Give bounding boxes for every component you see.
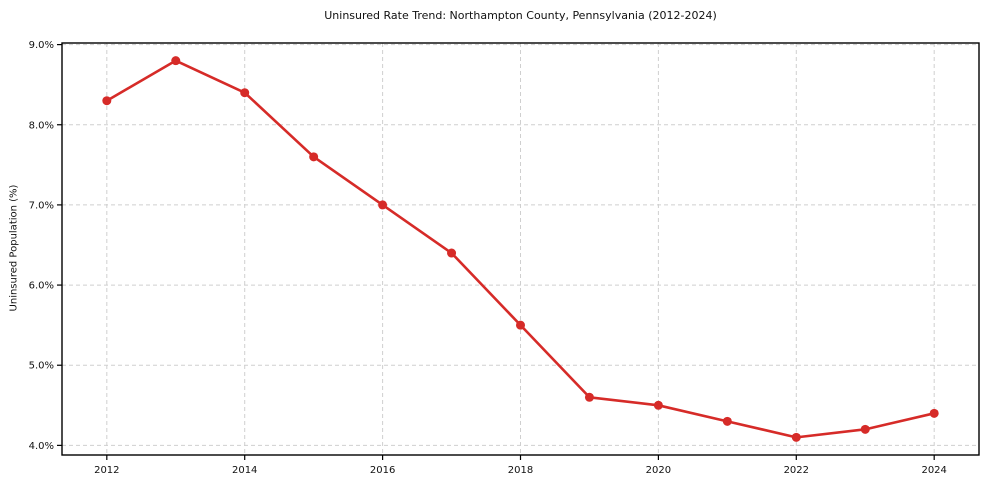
x-tick-label: 2024 (921, 465, 946, 476)
data-point (791, 432, 801, 442)
y-tick-label: 7.0% (29, 200, 54, 211)
x-tick-label: 2022 (784, 465, 809, 476)
data-point (722, 416, 732, 426)
data-point (309, 152, 319, 162)
plot-frame (61, 42, 980, 456)
data-point (240, 88, 250, 98)
x-tick-label: 2018 (508, 465, 533, 476)
chart-title: Uninsured Rate Trend: Northampton County… (324, 9, 717, 22)
data-point (102, 96, 112, 106)
data-point (653, 400, 663, 410)
data-point (378, 200, 388, 210)
y-tick-label: 9.0% (29, 40, 54, 51)
data-point (171, 56, 181, 66)
x-tick-label: 2012 (94, 465, 119, 476)
x-tick-label: 2020 (646, 465, 671, 476)
y-tick-label: 5.0% (29, 361, 54, 372)
data-point (860, 424, 870, 434)
data-point (584, 392, 594, 402)
x-tick-label: 2014 (232, 465, 257, 476)
data-point (516, 320, 525, 330)
y-tick-label: 8.0% (29, 120, 54, 131)
y-tick-label: 4.0% (29, 441, 54, 452)
y-tick-label: 6.0% (29, 281, 54, 292)
data-point (447, 248, 457, 258)
data-point (929, 408, 939, 418)
x-tick-label: 2016 (370, 465, 395, 476)
